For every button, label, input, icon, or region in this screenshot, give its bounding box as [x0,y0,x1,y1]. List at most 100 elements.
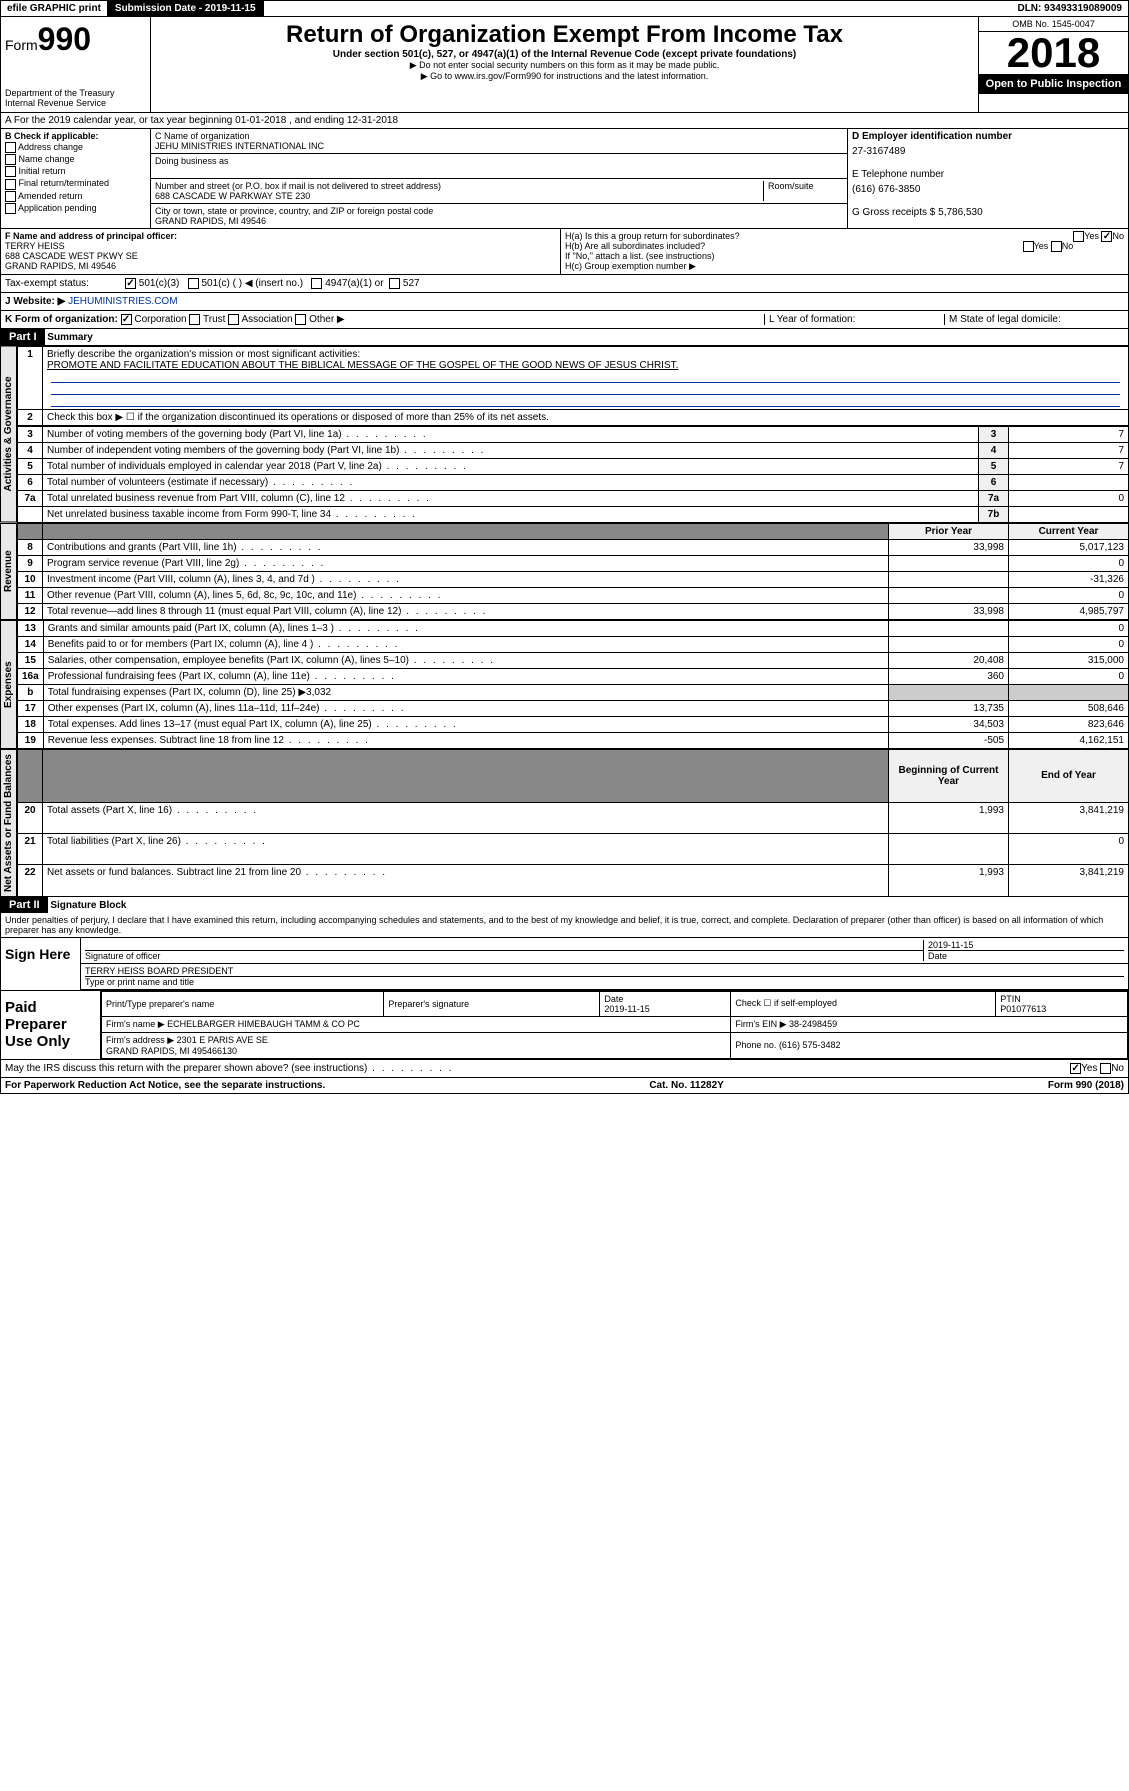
part2: Part II Signature Block Under penalties … [0,897,1129,938]
date-label: Date [928,950,1124,961]
form-note-2: ▶ Go to www.irs.gov/Form990 for instruct… [155,71,974,82]
hb-note: If "No," attach a list. (see instruction… [565,251,1124,261]
cb-501c[interactable] [188,278,199,289]
part2-header: Part II [1,897,48,913]
city-label: City or town, state or province, country… [155,206,843,216]
checkbox-final[interactable] [5,179,16,190]
l-label: L Year of formation: [764,314,944,325]
part2-title: Signature Block [50,900,126,911]
cb-assoc[interactable] [228,314,239,325]
sign-block: Sign Here Signature of officer 2019-11-1… [0,938,1129,991]
prep-sig-h: Preparer's signature [384,991,600,1016]
box-b-title: B Check if applicable: [5,131,146,141]
cb-527[interactable] [389,278,400,289]
tel-value: (616) 676-3850 [852,180,1124,207]
declaration: Under penalties of perjury, I declare th… [1,913,1128,937]
cb-trust[interactable] [189,314,200,325]
q1: Briefly describe the organization's miss… [47,349,1124,360]
submission-date: Submission Date - 2019-11-15 [107,1,264,16]
ha-label: H(a) Is this a group return for subordin… [565,231,740,241]
k-label: K Form of organization: [5,314,118,325]
footer-mid: Cat. No. 11282Y [649,1080,723,1091]
name-label: C Name of organization [155,131,843,141]
discuss-no[interactable] [1100,1063,1111,1074]
paid-label: Paid Preparer Use Only [1,991,101,1059]
checkbox-amended[interactable] [5,191,16,202]
prep-name-h: Print/Type preparer's name [102,991,384,1016]
form-number: 990 [38,21,91,57]
row-a: A For the 2019 calendar year, or tax yea… [0,113,1129,129]
discuss-q: May the IRS discuss this return with the… [5,1063,453,1074]
prep-self-h: Check ☐ if self-employed [731,991,996,1016]
discuss-row: May the IRS discuss this return with the… [0,1060,1129,1078]
part1-header: Part I [1,329,45,345]
gross-label: G Gross receipts $ [852,207,935,218]
checkbox-pending[interactable] [5,203,16,214]
cb-501c3[interactable] [125,278,136,289]
room-label: Room/suite [763,181,843,201]
form-header: Form990 Department of the Treasury Inter… [0,17,1129,113]
form-label: Form [5,37,38,53]
form-title: Return of Organization Exempt From Incom… [155,21,974,49]
cb-corp[interactable] [121,314,132,325]
org-city: GRAND RAPIDS, MI 49546 [155,216,843,226]
org-address: 688 CASCADE W PARKWAY STE 230 [155,191,763,201]
paid-block: Paid Preparer Use Only Print/Type prepar… [0,991,1129,1060]
form-subtitle: Under section 501(c), 527, or 4947(a)(1)… [155,49,974,60]
hc-label: H(c) Group exemption number ▶ [565,261,1124,272]
part1: Part I Summary [0,329,1129,346]
footer: For Paperwork Reduction Act Notice, see … [0,1078,1129,1094]
ha-no[interactable] [1101,231,1112,242]
box-f-label: F Name and address of principal officer: [5,231,556,241]
topbar: efile GRAPHIC print Submission Date - 20… [0,0,1129,17]
officer-name: TERRY HEISS [5,241,556,251]
website-row: J Website: ▶ JEHUMINISTRIES.COM [0,293,1129,311]
q1-answer: PROMOTE AND FACILITATE EDUCATION ABOUT T… [47,360,1124,371]
dln: DLN: 93493319089009 [1011,1,1128,16]
sig-date: 2019-11-15 [928,940,1124,950]
name-label: Type or print name and title [85,976,1124,987]
form-note-1: ▶ Do not enter social security numbers o… [155,60,974,71]
officer-addr: 688 CASCADE WEST PKWY SE GRAND RAPIDS, M… [5,251,556,271]
efile-label[interactable]: efile GRAPHIC print [1,1,107,16]
ein-label: D Employer identification number [852,131,1124,142]
cb-other[interactable] [295,314,306,325]
side-net: Net Assets or Fund Balances [0,749,17,897]
cb-4947[interactable] [311,278,322,289]
org-name: JEHU MINISTRIES INTERNATIONAL INC [155,141,843,151]
addr-label: Number and street (or P.O. box if mail i… [155,181,763,191]
part1-title: Summary [47,332,93,343]
checkbox-initial[interactable] [5,166,16,177]
sig-label: Signature of officer [85,950,923,961]
side-governance: Activities & Governance [0,346,17,523]
taxexempt-label: Tax-exempt status: [5,278,125,289]
tax-year: 2018 [979,32,1128,74]
hb-yes[interactable] [1023,241,1034,252]
ha-yes[interactable] [1073,231,1084,242]
footer-right: Form 990 (2018) [1048,1080,1124,1091]
kform-row: K Form of organization: Corporation Trus… [0,311,1129,329]
checkbox-address[interactable] [5,142,16,153]
website-link[interactable]: JEHUMINISTRIES.COM [68,296,177,307]
fgh-row: F Name and address of principal officer:… [0,229,1129,275]
side-expenses: Expenses [0,620,17,749]
discuss-yes[interactable] [1070,1063,1081,1074]
firm-name: ECHELBARGER HIMEBAUGH TAMM & CO PC [167,1019,360,1029]
firm-phone: (616) 575-3482 [779,1040,841,1050]
dba-label: Doing business as [155,156,843,166]
section-bcd: B Check if applicable: Address change Na… [0,129,1129,229]
footer-left: For Paperwork Reduction Act Notice, see … [5,1080,325,1091]
ein-value: 27-3167489 [852,142,1124,169]
signer-name: TERRY HEISS BOARD PRESIDENT [85,966,1124,976]
firm-ein: 38-2498459 [789,1019,837,1029]
checkbox-name[interactable] [5,154,16,165]
tel-label: E Telephone number [852,169,1124,180]
ptin: P01077613 [1000,1004,1046,1014]
hb-label: H(b) Are all subordinates included? [565,241,705,251]
side-revenue: Revenue [0,523,17,620]
website-label: J Website: ▶ [5,296,65,307]
sign-here-label: Sign Here [1,938,81,990]
hb-no[interactable] [1051,241,1062,252]
m-label: M State of legal domicile: [944,314,1124,325]
q2: Check this box ▶ ☐ if the organization d… [43,410,1129,426]
